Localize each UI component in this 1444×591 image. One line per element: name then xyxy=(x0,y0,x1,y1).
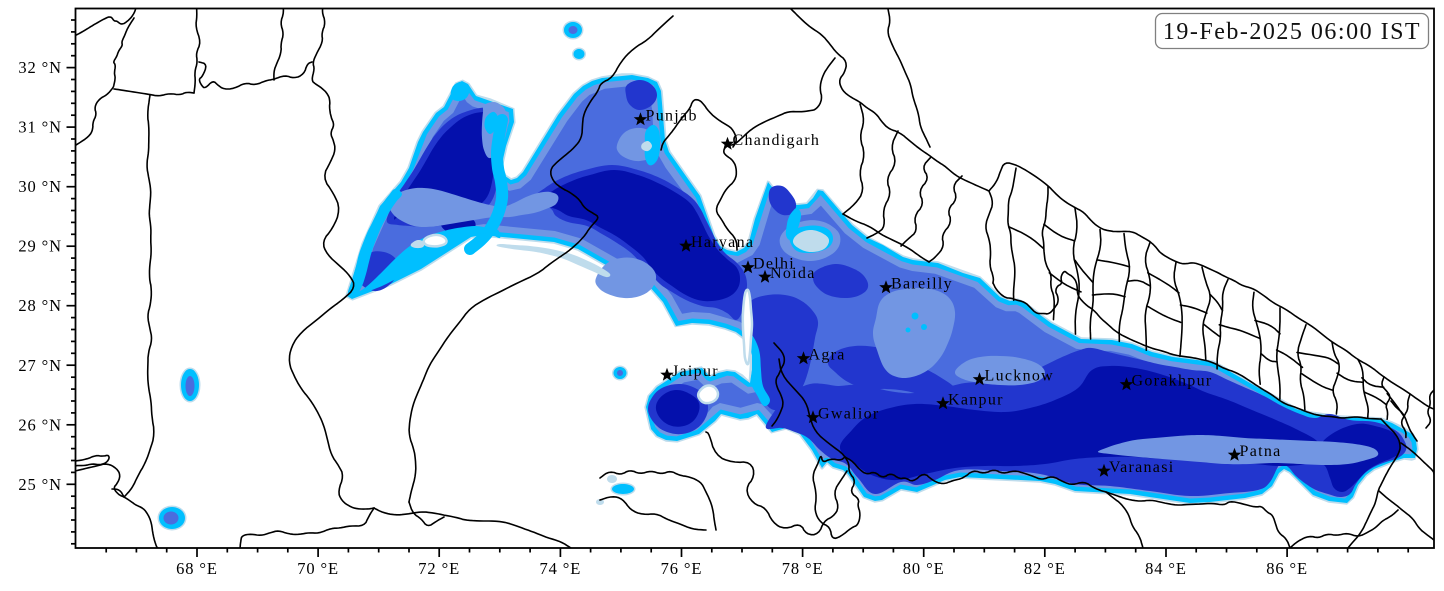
svg-text:19-Feb-2025 06:00 IST: 19-Feb-2025 06:00 IST xyxy=(1163,19,1421,45)
svg-text:31 °N: 31 °N xyxy=(18,118,62,137)
svg-text:68 °E: 68 °E xyxy=(176,559,218,578)
svg-text:Kanpur: Kanpur xyxy=(948,392,1004,409)
svg-text:Haryana: Haryana xyxy=(691,234,754,251)
svg-text:Agra: Agra xyxy=(809,347,846,364)
svg-text:86 °E: 86 °E xyxy=(1266,559,1308,578)
svg-text:70 °E: 70 °E xyxy=(297,559,339,578)
svg-text:Delhi: Delhi xyxy=(753,256,795,273)
svg-text:29 °N: 29 °N xyxy=(18,237,62,256)
svg-text:Noida: Noida xyxy=(770,265,816,282)
svg-text:25 °N: 25 °N xyxy=(18,475,62,494)
svg-text:28 °N: 28 °N xyxy=(18,296,62,315)
svg-text:27 °N: 27 °N xyxy=(18,356,62,375)
svg-text:Gwalior: Gwalior xyxy=(818,406,880,423)
svg-text:74 °E: 74 °E xyxy=(539,559,581,578)
svg-text:84 °E: 84 °E xyxy=(1145,559,1187,578)
svg-text:80 °E: 80 °E xyxy=(903,559,945,578)
svg-text:30 °N: 30 °N xyxy=(18,177,62,196)
svg-text:82 °E: 82 °E xyxy=(1024,559,1066,578)
svg-text:26 °N: 26 °N xyxy=(18,415,62,434)
svg-text:Varanasi: Varanasi xyxy=(1109,459,1175,476)
svg-text:72 °E: 72 °E xyxy=(418,559,460,578)
svg-text:Chandigarh: Chandigarh xyxy=(733,132,821,149)
svg-text:76 °E: 76 °E xyxy=(661,559,703,578)
svg-text:Bareilly: Bareilly xyxy=(891,276,953,293)
svg-text:Jaipur: Jaipur xyxy=(672,363,719,380)
svg-text:Lucknow: Lucknow xyxy=(985,368,1055,385)
svg-text:Gorakhpur: Gorakhpur xyxy=(1132,373,1213,390)
svg-text:Patna: Patna xyxy=(1240,443,1282,460)
svg-text:Punjab: Punjab xyxy=(646,108,698,125)
svg-text:32 °N: 32 °N xyxy=(18,58,62,77)
svg-text:78 °E: 78 °E xyxy=(782,559,824,578)
